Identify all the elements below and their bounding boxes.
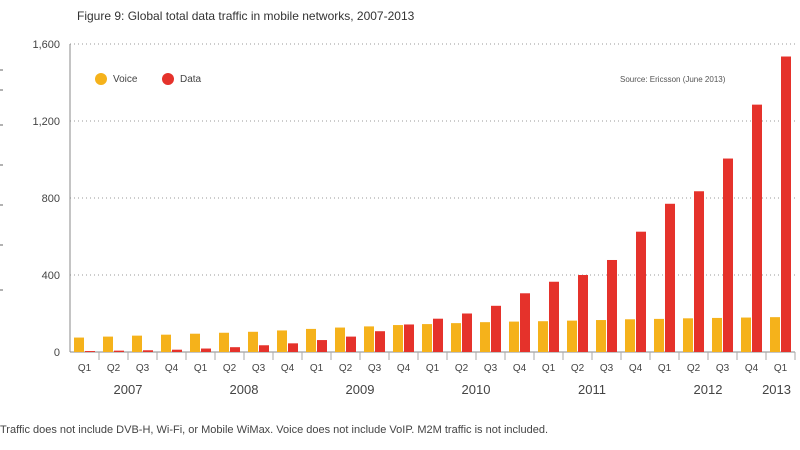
x-year-label: 2011 [578,382,606,397]
y-tick-label: 400 [42,270,60,282]
bar-voice [103,336,113,352]
x-tick-label: Q1 [310,363,324,374]
x-tick-label: Q4 [281,363,295,374]
chart-footnote: Traffic does not include DVB-H, Wi-Fi, o… [0,424,548,436]
x-year-label: 2009 [346,382,375,397]
bar-data [491,305,501,352]
x-tick-label: Q2 [339,363,353,374]
bar-voice [74,337,84,352]
bar-voice [277,330,287,352]
bar-voice [161,334,171,352]
bar-data [723,158,733,352]
x-tick-label: Q4 [513,363,527,374]
legend-item-data: Data [162,73,201,85]
bar-data [230,347,240,352]
x-tick-label: Q1 [658,363,672,374]
chart-title: Figure 9: Global total data traffic in m… [77,9,415,23]
x-tick-label: Q3 [368,363,382,374]
bar-voice [770,317,780,352]
bar-data [85,351,95,352]
bar-data [549,281,559,352]
bar-voice [596,320,606,352]
bar-voice [422,324,432,352]
legend-voice-label: Voice [113,73,138,85]
bar-data [143,350,153,352]
bar-voice [132,335,142,352]
bar-data [433,318,443,352]
legend-item-voice: Voice [95,73,137,85]
x-tick-label: Q4 [165,363,179,374]
x-tick-label: Q2 [571,363,585,374]
legend-voice-marker [95,73,107,85]
bar-data [288,343,298,352]
x-year-label: 2010 [462,382,491,397]
bar-data [665,203,675,352]
y-tick-label: 800 [42,193,60,205]
bar-voice [364,326,374,352]
bar-voice [654,318,664,352]
bar-data [462,313,472,352]
x-tick-label: Q3 [716,363,730,374]
bar-voice [306,328,316,352]
y-tick-label: 0 [54,347,60,359]
x-year-label: 2008 [230,382,259,397]
x-tick-label: Q3 [136,363,150,374]
y-tick-label: 1,600 [32,39,60,51]
bar-data [114,350,124,352]
x-tick-label: Q1 [774,363,788,374]
bar-data [172,349,182,352]
legend-data-label: Data [180,73,202,85]
y-tick-label: 1,200 [32,116,60,128]
x-tick-label: Q2 [107,363,121,374]
x-tick-label: Q3 [484,363,498,374]
x-year-label: 2007 [114,382,143,397]
bar-voice [248,331,258,352]
bar-data [752,104,762,352]
bar-data [404,324,414,352]
x-tick-label: Q4 [629,363,643,374]
bar-voice [190,333,200,352]
bar-voice [567,320,577,352]
x-tick-label: Q2 [455,363,469,374]
chart-source: Source: Ericsson (June 2013) [620,75,726,84]
x-tick-label: Q1 [542,363,556,374]
bar-data [636,231,646,352]
bar-data [201,348,211,352]
bar-voice [480,322,490,352]
x-tick-label: Q4 [397,363,411,374]
x-tick-label: Q1 [78,363,92,374]
bar-data [520,293,530,352]
bar-data [259,345,269,352]
x-tick-label: Q1 [426,363,440,374]
x-year-label: 2013 [762,382,791,397]
bar-data [781,56,791,352]
bar-voice [625,319,635,352]
bar-voice [741,317,751,352]
bar-voice [335,327,345,352]
x-year-label: 2012 [694,382,723,397]
x-tick-label: Q4 [745,363,759,374]
x-tick-label: Q1 [194,363,208,374]
bar-voice [712,317,722,352]
x-tick-label: Q3 [600,363,614,374]
bar-voice [509,321,519,352]
bar-voice [538,321,548,352]
bar-data [317,340,327,352]
bar-data [375,331,385,352]
x-tick-label: Q2 [223,363,237,374]
bar-data [607,259,617,352]
bar-data [694,191,704,352]
bar-data [346,336,356,352]
bar-voice [219,332,229,352]
bar-data [578,275,588,352]
bar-voice [683,318,693,352]
x-tick-label: Q3 [252,363,266,374]
bar-voice [451,323,461,352]
x-tick-label: Q2 [687,363,701,374]
bar-voice [393,325,403,352]
legend-data-marker [162,73,174,85]
